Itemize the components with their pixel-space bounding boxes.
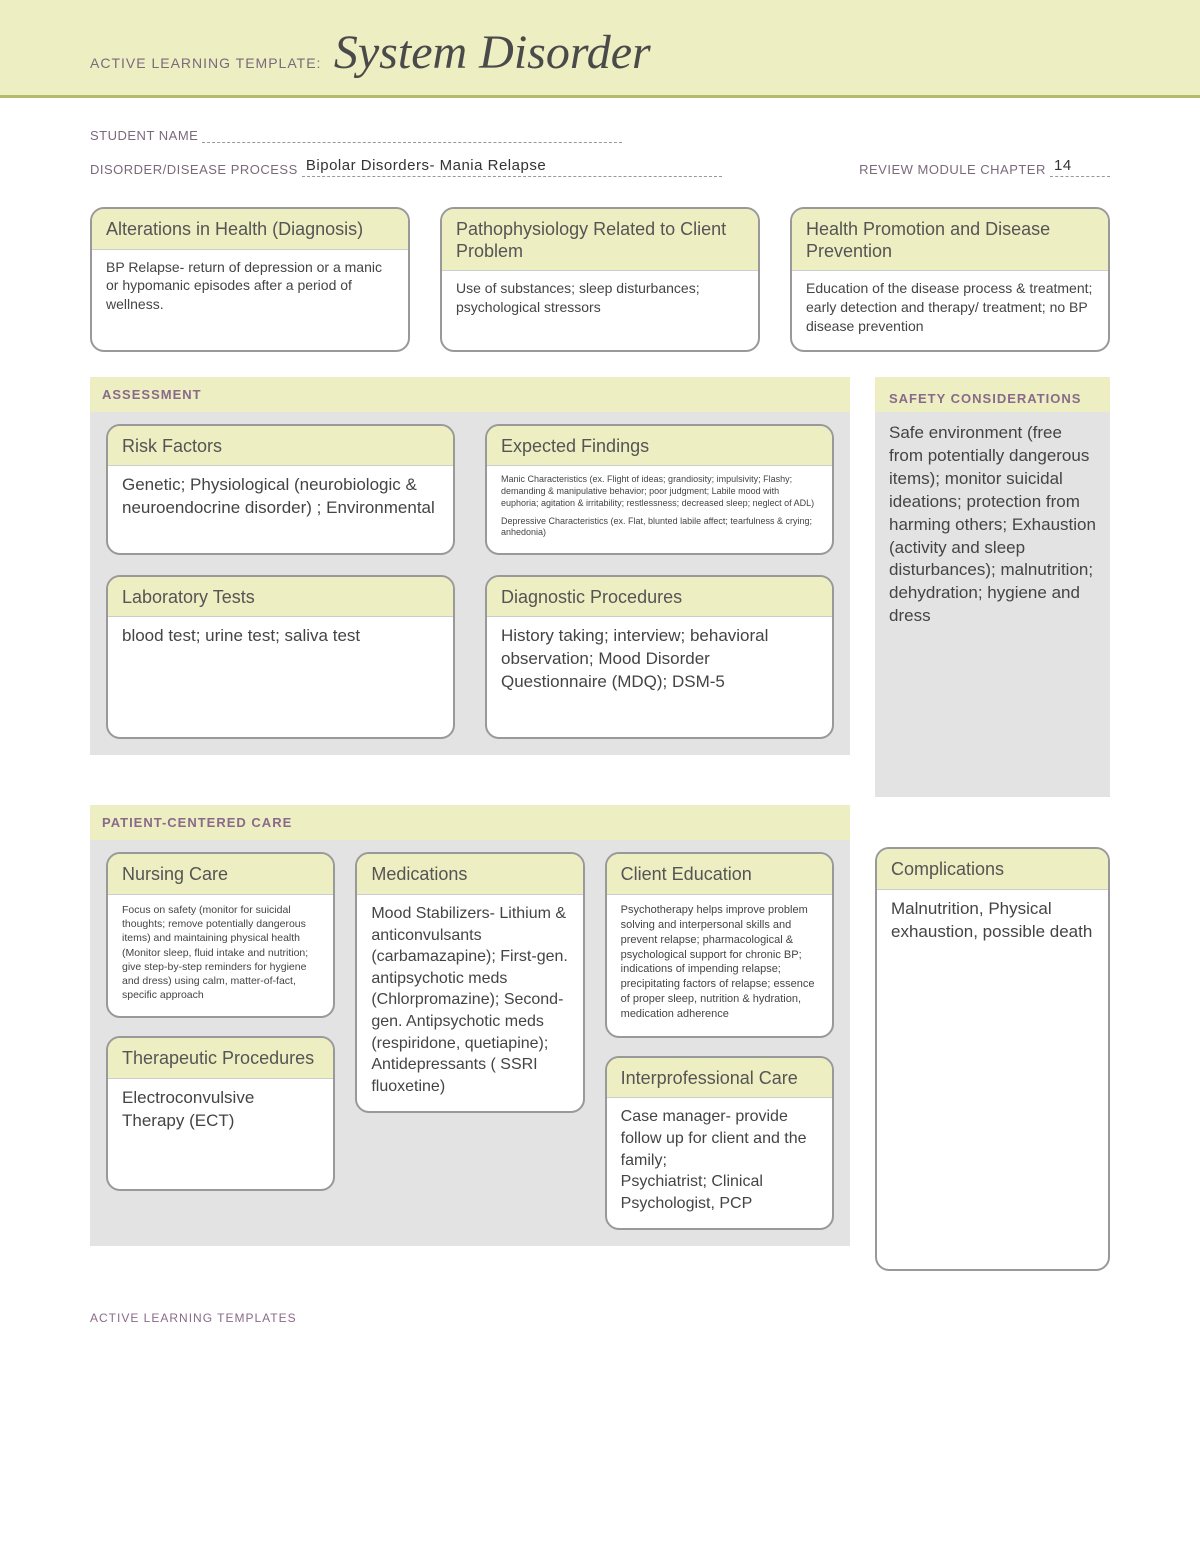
content-area: STUDENT NAME DISORDER/DISEASE PROCESS Bi… [0, 98, 1200, 1271]
header-band: ACTIVE LEARNING TEMPLATE: System Disorde… [0, 0, 1200, 98]
promo-title: Health Promotion and Disease Prevention [792, 209, 1108, 271]
safety-section: SAFETY CONSIDERATIONS Safe environment (… [875, 377, 1110, 797]
diag-title: Diagnostic Procedures [487, 577, 832, 618]
patho-body: Use of substances; sleep disturbances; p… [442, 271, 758, 350]
diag-box: Diagnostic Procedures History taking; in… [485, 575, 834, 740]
safety-body: Safe environment (free from potentially … [875, 412, 1110, 797]
labs-box: Laboratory Tests blood test; urine test;… [106, 575, 455, 740]
risk-body: Genetic; Physiological (neurobiologic & … [108, 466, 453, 552]
header-prefix: ACTIVE LEARNING TEMPLATE: [90, 55, 321, 71]
pcc-section: PATIENT-CENTERED CARE Nursing Care Focus… [90, 805, 850, 1246]
meds-body: Mood Stabilizers- Lithium & anticonvulsa… [357, 895, 582, 1111]
findings-title: Expected Findings [487, 426, 832, 467]
nursing-title: Nursing Care [108, 854, 333, 895]
thera-title: Therapeutic Procedures [108, 1038, 333, 1079]
chapter-group: REVIEW MODULE CHAPTER 14 [859, 157, 1110, 177]
promo-box: Health Promotion and Disease Prevention … [790, 207, 1110, 352]
labs-title: Laboratory Tests [108, 577, 453, 618]
alterations-title: Alterations in Health (Diagnosis) [92, 209, 408, 250]
edu-title: Client Education [607, 854, 832, 895]
meds-title: Medications [357, 854, 582, 895]
risk-title: Risk Factors [108, 426, 453, 467]
complications-title: Complications [877, 849, 1108, 890]
nursing-box: Nursing Care Focus on safety (monitor fo… [106, 852, 335, 1018]
thera-box: Therapeutic Procedures Electroconvulsive… [106, 1036, 335, 1191]
pcc-grid: Nursing Care Focus on safety (monitor fo… [106, 852, 834, 1230]
pcc-col-2: Medications Mood Stabilizers- Lithium & … [355, 852, 584, 1113]
disorder-row: DISORDER/DISEASE PROCESS Bipolar Disorde… [90, 157, 1110, 177]
alterations-body: BP Relapse- return of depression or a ma… [92, 250, 408, 350]
findings-body: Manic Characteristics (ex. Flight of ide… [487, 466, 832, 552]
disorder-label: DISORDER/DISEASE PROCESS [90, 162, 298, 177]
chapter-field[interactable]: 14 [1050, 157, 1110, 177]
assessment-label: ASSESSMENT [90, 377, 850, 412]
student-name-label: STUDENT NAME [90, 128, 198, 143]
inter-body: Case manager- provide follow up for clie… [607, 1098, 832, 1228]
findings-box: Expected Findings Manic Characteristics … [485, 424, 834, 555]
promo-body: Education of the disease process & treat… [792, 271, 1108, 350]
pcc-col-1: Nursing Care Focus on safety (monitor fo… [106, 852, 335, 1190]
pcc-col-3: Client Education Psychotherapy helps imp… [605, 852, 834, 1230]
alterations-box: Alterations in Health (Diagnosis) BP Rel… [90, 207, 410, 352]
student-name-row: STUDENT NAME [90, 128, 1110, 143]
complications-box: Complications Malnutrition, Physical exh… [875, 847, 1110, 1271]
nursing-body: Focus on safety (monitor for suicidal th… [108, 895, 333, 1016]
pcc-label: PATIENT-CENTERED CARE [90, 805, 850, 840]
edu-body: Psychotherapy helps improve problem solv… [607, 895, 832, 1036]
meds-box: Medications Mood Stabilizers- Lithium & … [355, 852, 584, 1113]
findings-line1: Manic Characteristics (ex. Flight of ide… [501, 474, 818, 509]
inter-box: Interprofessional Care Case manager- pro… [605, 1056, 834, 1231]
diag-body: History taking; interview; behavioral ob… [487, 617, 832, 737]
patho-title: Pathophysiology Related to Client Proble… [442, 209, 758, 271]
page: ACTIVE LEARNING TEMPLATE: System Disorde… [0, 0, 1200, 1365]
student-name-field[interactable] [202, 140, 622, 143]
header-title: System Disorder [334, 25, 651, 80]
findings-line2: Depressive Characteristics (ex. Flat, bl… [501, 516, 818, 539]
disorder-field[interactable]: Bipolar Disorders- Mania Relapse [302, 157, 722, 177]
patho-box: Pathophysiology Related to Client Proble… [440, 207, 760, 352]
top-box-row: Alterations in Health (Diagnosis) BP Rel… [90, 207, 1110, 352]
thera-body: Electroconvulsive Therapy (ECT) [108, 1079, 333, 1189]
chapter-label: REVIEW MODULE CHAPTER [859, 162, 1046, 177]
assessment-grid: Risk Factors Genetic; Physiological (neu… [106, 424, 834, 740]
main-row: ASSESSMENT Risk Factors Genetic; Physiol… [90, 377, 1110, 1272]
labs-body: blood test; urine test; saliva test [108, 617, 453, 737]
main-right-col: SAFETY CONSIDERATIONS Safe environment (… [875, 377, 1110, 1272]
footer-text: ACTIVE LEARNING TEMPLATES [0, 1271, 1200, 1325]
complications-body: Malnutrition, Physical exhaustion, possi… [877, 890, 1108, 1270]
risk-box: Risk Factors Genetic; Physiological (neu… [106, 424, 455, 555]
inter-title: Interprofessional Care [607, 1058, 832, 1099]
assessment-section: ASSESSMENT Risk Factors Genetic; Physiol… [90, 377, 850, 756]
edu-box: Client Education Psychotherapy helps imp… [605, 852, 834, 1037]
main-left-col: ASSESSMENT Risk Factors Genetic; Physiol… [90, 377, 850, 1272]
safety-label: SAFETY CONSIDERATIONS [875, 377, 1110, 412]
